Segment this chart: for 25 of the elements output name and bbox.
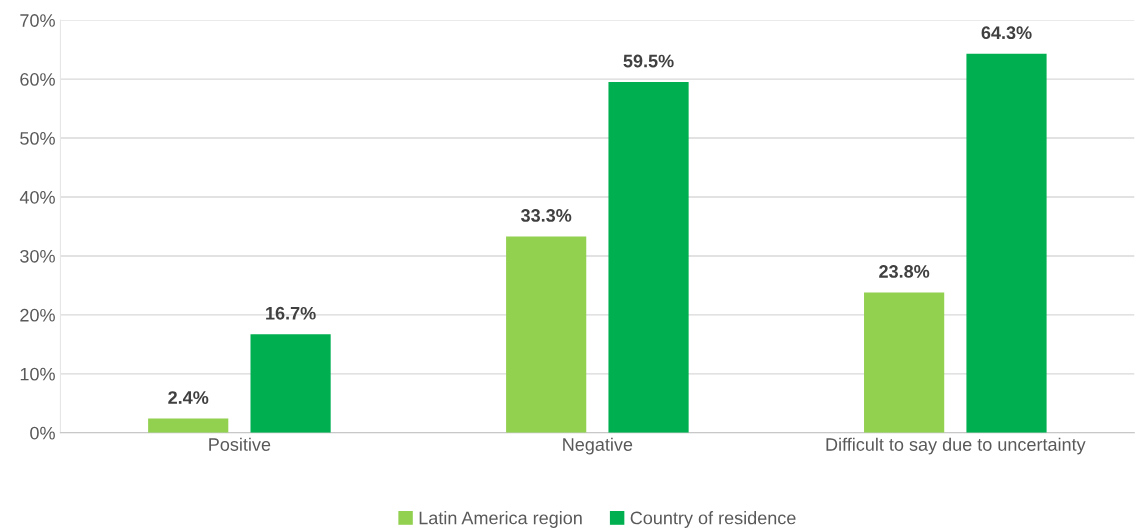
y-tick-label: 20% xyxy=(20,308,55,322)
y-tick-label: 40% xyxy=(19,190,55,204)
bar xyxy=(148,418,229,433)
data-label: 23.8% xyxy=(879,265,930,278)
y-tick-label: 30% xyxy=(20,249,55,263)
y-tick-label: 0% xyxy=(30,426,55,440)
bar xyxy=(864,292,945,433)
data-label: 33.3% xyxy=(520,209,572,222)
x-tick-label: Negative xyxy=(563,437,633,455)
y-tick-label: 70% xyxy=(20,14,55,27)
bar xyxy=(608,82,689,433)
y-tick-label: 10% xyxy=(20,367,55,381)
data-label: 59.5% xyxy=(623,54,674,68)
data-label: 64.3% xyxy=(981,26,1032,40)
bar xyxy=(506,236,587,433)
x-tick-label: Positive xyxy=(209,437,271,451)
y-tick-label: 60% xyxy=(20,73,55,86)
bar xyxy=(966,53,1047,433)
y-tick-label: 50% xyxy=(20,131,55,145)
legend-label: Country of residence xyxy=(630,511,796,528)
data-label: 2.4% xyxy=(168,391,209,404)
data-label: 16.7% xyxy=(266,306,316,320)
legend-label: Latin America region xyxy=(419,511,582,528)
x-tick-label: Difficult to say due to uncertainty xyxy=(826,437,1086,455)
bar xyxy=(250,334,331,433)
